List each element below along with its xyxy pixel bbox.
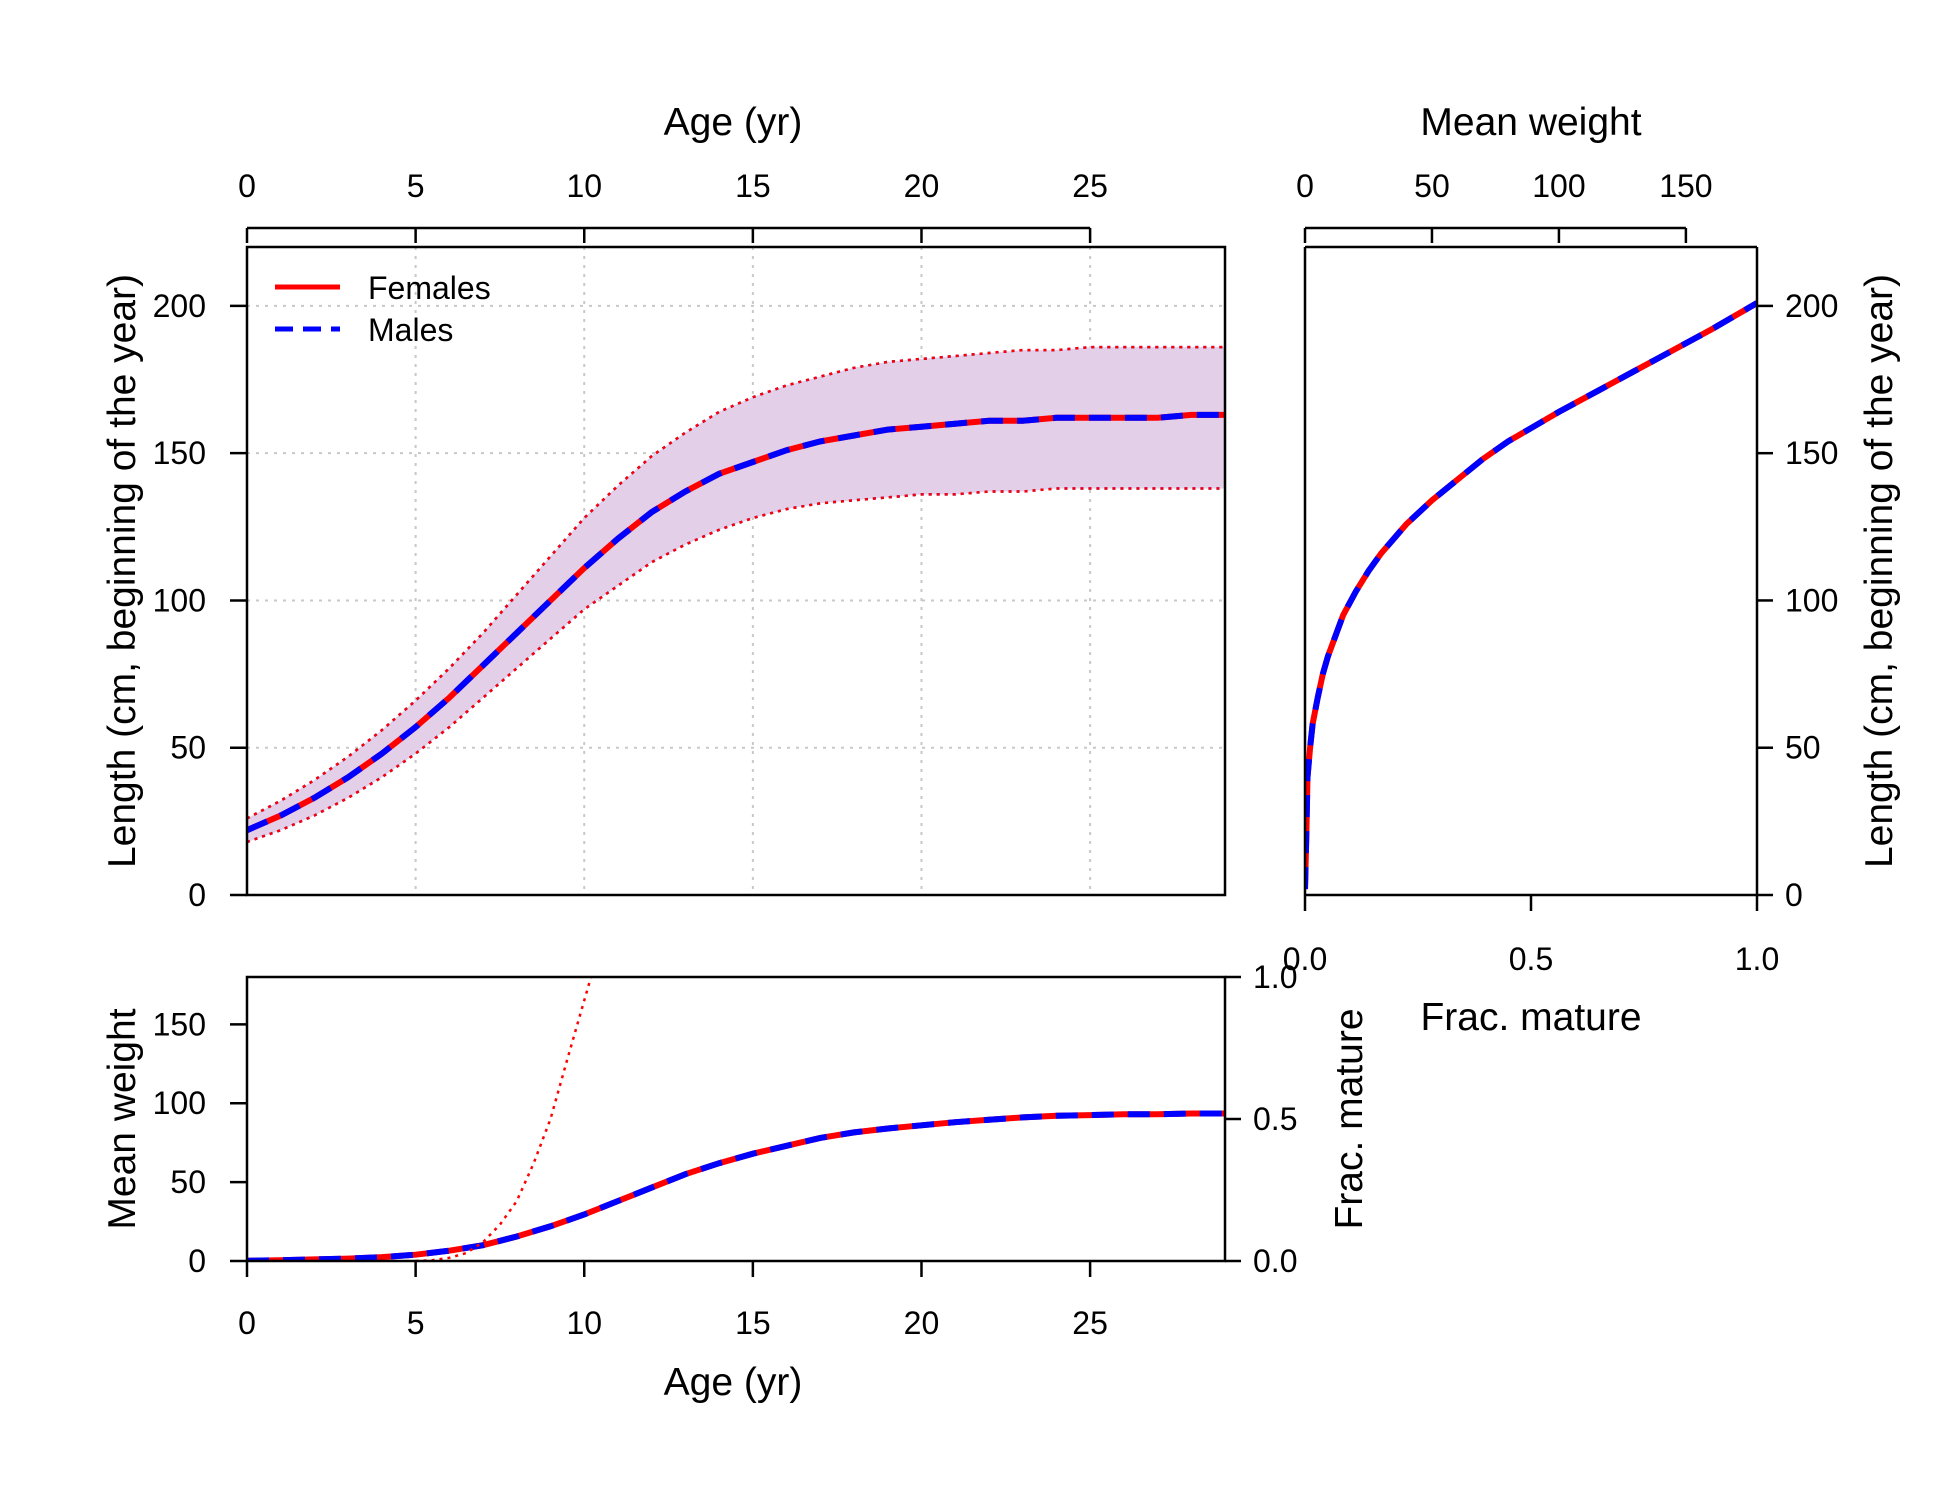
growth-mean-line-males [247,411,1225,833]
weight-axes: 0 5 10 15 20 25 0 50 100 150 0.0 0.5 1.0 [153,959,1298,1341]
maturity-right-tick-label: 1.0 [1253,959,1297,995]
maturity-right-tick-label: 0.0 [1253,1243,1297,1279]
length-weight-bottom-tick-label: 0.5 [1509,941,1553,977]
maturity-right-tick-label: 0.5 [1253,1101,1297,1137]
growth-plot-area [247,345,1225,844]
length-weight-top-axis-title: Mean weight [1420,101,1641,144]
maturity-y-axis-title: Frac. mature [1328,1008,1371,1229]
growth-interval-band [247,347,1225,842]
growth-lower-interval-line [247,487,1225,844]
length-weight-right-tick-label: 200 [1785,288,1838,324]
length-weight-y-axis-title: Length (cm, beginning of the year) [1858,274,1901,868]
length-weight-top-tick-label: 150 [1659,168,1712,204]
weight-left-tick-label: 50 [170,1164,206,1200]
growth-left-tick-label: 200 [153,288,206,324]
weight-bottom-tick-label: 0 [238,1305,256,1341]
weight-bottom-tick-label: 25 [1072,1305,1108,1341]
length-weight-right-tick-label: 0 [1785,877,1803,913]
length-weight-right-tick-label: 50 [1785,730,1821,766]
weight-curve-males [247,1110,1225,1261]
growth-top-tick-label: 15 [735,168,771,204]
weight-y-axis-title: Mean weight [101,1008,144,1229]
weight-bottom-tick-label: 5 [407,1305,425,1341]
weight-bottom-tick-label: 10 [566,1305,602,1341]
growth-panel: 0 5 10 15 20 25 0 50 100 150 200 Age (yr) Length (… [101,101,1227,913]
legend-label-females: Females [368,270,491,306]
length-weight-right-tick-label: 150 [1785,435,1838,471]
growth-left-tick-label: 100 [153,582,206,618]
growth-top-tick-label: 5 [407,168,425,204]
growth-legend: Females Males [275,270,491,348]
length-weight-curve-males [1305,300,1757,890]
growth-left-tick-label: 50 [170,730,206,766]
growth-left-tick-label: 0 [188,877,206,913]
growth-top-tick-label: 0 [238,168,256,204]
growth-axes: 0 5 10 15 20 25 0 50 100 150 200 [153,168,1227,913]
weight-x-axis-title: Age (yr) [664,1361,803,1404]
weight-left-tick-label: 0 [188,1243,206,1279]
growth-x-axis-title: Age (yr) [664,101,803,144]
length-weight-plot-area [1305,300,1757,890]
legend-label-males: Males [368,312,453,348]
growth-top-tick-label: 25 [1072,168,1108,204]
weight-left-tick-label: 150 [153,1006,206,1042]
length-weight-bottom-tick-label: 1.0 [1735,941,1779,977]
weight-plot-area [247,977,1225,1261]
weight-curve-dotted [415,977,593,1261]
weight-bottom-tick-label: 20 [904,1305,940,1341]
length-weight-top-tick-label: 0 [1296,168,1314,204]
growth-top-tick-label: 20 [904,168,940,204]
length-weight-bottom-axis-title: Frac. mature [1420,996,1641,1039]
weight-maturity-panel: 0 5 10 15 20 25 0 50 100 150 0.0 0.5 1.0 Age (yr) Me… [101,959,1371,1404]
weight-left-tick-label: 100 [153,1085,206,1121]
weight-bottom-tick-label: 15 [735,1305,771,1341]
length-weight-top-tick-label: 100 [1532,168,1585,204]
growth-top-tick-label: 10 [566,168,602,204]
length-weight-bottom-tick-label: 0.0 [1283,941,1327,977]
length-weight-right-tick-label: 100 [1785,582,1838,618]
growth-plot-frame [245,245,1227,897]
growth-y-axis-title: Length (cm, beginning of the year) [101,274,144,868]
growth-left-tick-label: 150 [153,435,206,471]
length-weight-top-tick-label: 50 [1414,168,1450,204]
growth-upper-interval-line [247,345,1225,820]
